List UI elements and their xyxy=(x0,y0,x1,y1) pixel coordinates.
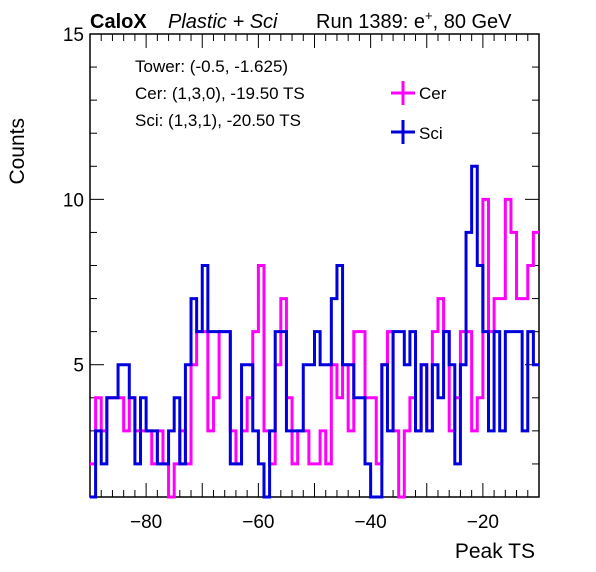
series-sci xyxy=(90,164,539,499)
annotation-sci-channel: Sci: (1,3,1), -20.50 TS xyxy=(135,111,301,130)
header-run-energy: , 80 GeV xyxy=(433,11,513,33)
y-tick-label: 15 xyxy=(63,25,84,46)
header-run: Run 1389: e+, 80 GeV xyxy=(316,8,512,33)
x-tick-label: −60 xyxy=(242,512,274,533)
series-cer xyxy=(90,197,539,499)
x-tick-label: −80 xyxy=(130,512,162,533)
legend-sci-marker xyxy=(391,120,415,144)
y-tick-label: 5 xyxy=(73,356,84,377)
header-subtitle: Plastic + Sci xyxy=(168,11,278,33)
x-axis-label: Peak TS xyxy=(455,540,535,563)
series-cer-line xyxy=(90,197,539,499)
header-run-sup: + xyxy=(425,8,433,23)
x-tick-label: −20 xyxy=(467,512,499,533)
annotation-cer-channel: Cer: (1,3,0), -19.50 TS xyxy=(135,84,305,103)
legend: Cer Sci xyxy=(391,81,447,144)
header-brand: CaloX xyxy=(90,11,147,33)
series-sci-line xyxy=(90,164,539,499)
y-tick-label: 10 xyxy=(63,190,84,211)
x-tick-label: −40 xyxy=(355,512,387,533)
legend-cer-label: Cer xyxy=(419,84,447,103)
legend-sci-label: Sci xyxy=(419,124,443,143)
header-run-info: Run 1389: e xyxy=(316,11,425,33)
y-axis-label: Counts xyxy=(6,118,29,185)
tick-labels: −80 −60 −40 −20 5 10 15 xyxy=(63,25,499,533)
legend-cer-marker xyxy=(391,81,415,105)
annotation-tower: Tower: (-0.5, -1.625) xyxy=(135,57,288,76)
